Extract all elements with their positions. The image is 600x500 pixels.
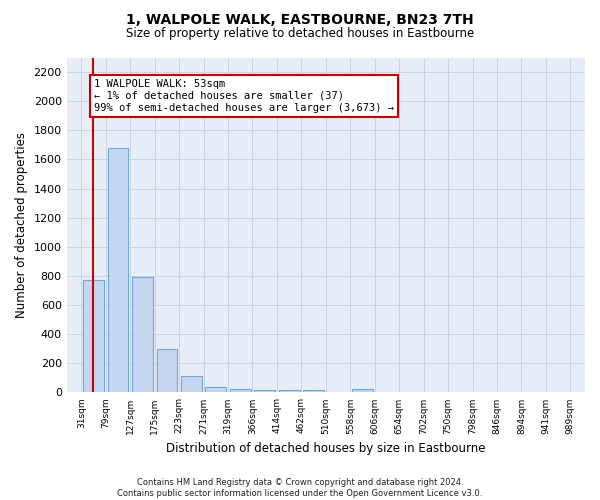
- Y-axis label: Number of detached properties: Number of detached properties: [15, 132, 28, 318]
- Text: Contains HM Land Registry data © Crown copyright and database right 2024.
Contai: Contains HM Land Registry data © Crown c…: [118, 478, 482, 498]
- Bar: [157, 350, 178, 393]
- Bar: [303, 390, 324, 392]
- Bar: [230, 389, 251, 392]
- Bar: [205, 386, 226, 392]
- Bar: [352, 389, 373, 392]
- Bar: [181, 376, 202, 392]
- X-axis label: Distribution of detached houses by size in Eastbourne: Distribution of detached houses by size …: [166, 442, 485, 455]
- Text: Size of property relative to detached houses in Eastbourne: Size of property relative to detached ho…: [126, 28, 474, 40]
- Text: 1 WALPOLE WALK: 53sqm
← 1% of detached houses are smaller (37)
99% of semi-detac: 1 WALPOLE WALK: 53sqm ← 1% of detached h…: [94, 80, 394, 112]
- Bar: [254, 390, 275, 392]
- Bar: [83, 280, 104, 392]
- Bar: [132, 278, 153, 392]
- Bar: [279, 390, 299, 392]
- Bar: [107, 148, 128, 392]
- Text: 1, WALPOLE WALK, EASTBOURNE, BN23 7TH: 1, WALPOLE WALK, EASTBOURNE, BN23 7TH: [126, 12, 474, 26]
